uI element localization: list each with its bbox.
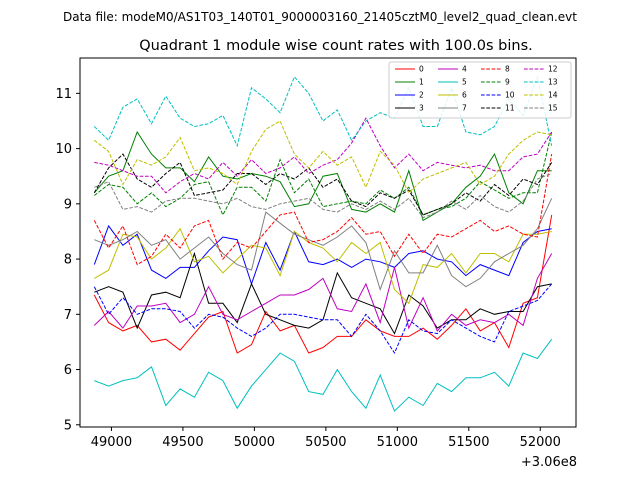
legend-label-14: 14 — [548, 91, 558, 100]
legend-label-2: 2 — [419, 91, 424, 100]
legend-label-6: 6 — [462, 91, 467, 100]
legend-label-1: 1 — [419, 78, 424, 87]
legend-box — [389, 62, 571, 118]
x-tick-label: 51500 — [448, 435, 489, 450]
legend-label-9: 9 — [505, 78, 510, 87]
data-file-suptitle: Data file: modeM0/AS1T03_140T01_90000031… — [63, 10, 577, 24]
y-tick-label: 9 — [64, 197, 72, 212]
legend-label-8: 8 — [505, 65, 510, 74]
legend-label-12: 12 — [548, 65, 558, 74]
legend-label-4: 4 — [462, 65, 467, 74]
y-tick-label: 6 — [64, 363, 72, 378]
x-tick-label: 50500 — [305, 435, 346, 450]
legend-label-13: 13 — [548, 78, 558, 87]
x-tick-label: 49500 — [162, 435, 203, 450]
x-tick-label: 49000 — [91, 435, 132, 450]
x-tick-label: 51000 — [377, 435, 418, 450]
x-tick-label: 50000 — [234, 435, 275, 450]
legend-label-7: 7 — [462, 104, 467, 113]
y-tick-label: 11 — [55, 87, 72, 102]
legend-label-0: 0 — [419, 65, 424, 74]
y-tick-label: 10 — [55, 142, 72, 157]
y-tick-label: 8 — [64, 253, 72, 268]
x-offset-label: +3.06e8 — [521, 455, 577, 470]
legend-label-15: 15 — [548, 104, 558, 113]
chart-figure: Data file: modeM0/AS1T03_140T01_90000031… — [0, 0, 640, 480]
y-tick-label: 7 — [64, 308, 72, 323]
legend-label-5: 5 — [462, 78, 467, 87]
legend-label-3: 3 — [419, 104, 424, 113]
chart-title: Quadrant 1 module wise count rates with … — [139, 38, 533, 54]
legend-label-10: 10 — [505, 91, 515, 100]
x-tick-label: 52000 — [520, 435, 561, 450]
y-tick-label: 5 — [64, 418, 72, 433]
legend-label-11: 11 — [505, 104, 515, 113]
